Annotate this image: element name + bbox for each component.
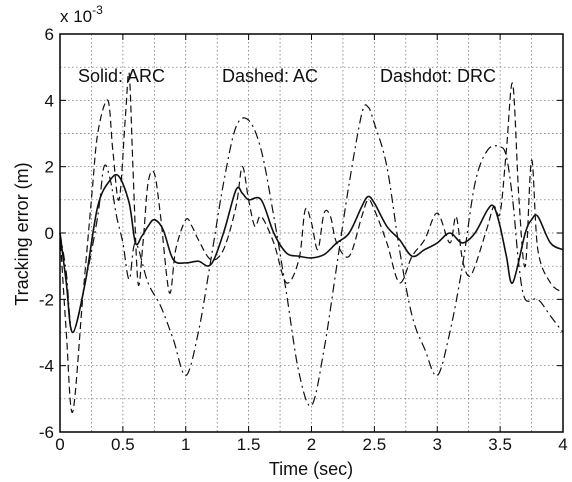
series-layer [59,71,564,413]
y-tick-labels: -6 -4 -2 0 2 4 6 [39,25,54,442]
y-tick-label: -6 [39,423,54,442]
y-tick-label: 6 [45,25,54,44]
y-tick-label: 2 [45,158,54,177]
x-tick-label: 0 [55,435,64,454]
series-line-drc [59,104,564,407]
x-tick-label: 1.5 [237,435,261,454]
x-tick-label: 3 [433,435,442,454]
annotation-solid-arc: Solid: ARC [78,66,165,86]
x-tick-labels: 0 0.5 1 1.5 2 2.5 3 3.5 4 [55,435,567,454]
x-tick-label: 3.5 [488,435,512,454]
y-tick-label: 0 [45,224,54,243]
series-line-ac [59,71,564,413]
y-axis-label: Tracking error (m) [12,162,32,305]
x-tick-label: 2.5 [363,435,387,454]
x-axis-label: Time (sec) [269,459,353,479]
x-tick-label: 2 [307,435,316,454]
annotation-dashdot-drc: Dashdot: DRC [380,66,496,86]
y-tick-label: 4 [45,91,54,110]
x-tick-label: 4 [558,435,567,454]
x-tick-label: 0.5 [111,435,135,454]
y-axis-exponent: x 10-3 [60,3,103,26]
y-tick-label: -4 [39,357,54,376]
annotation-dashed-ac: Dashed: AC [222,66,318,86]
x-tick-label: 1 [181,435,190,454]
ticks [59,33,564,433]
y-tick-label: -2 [39,290,54,309]
